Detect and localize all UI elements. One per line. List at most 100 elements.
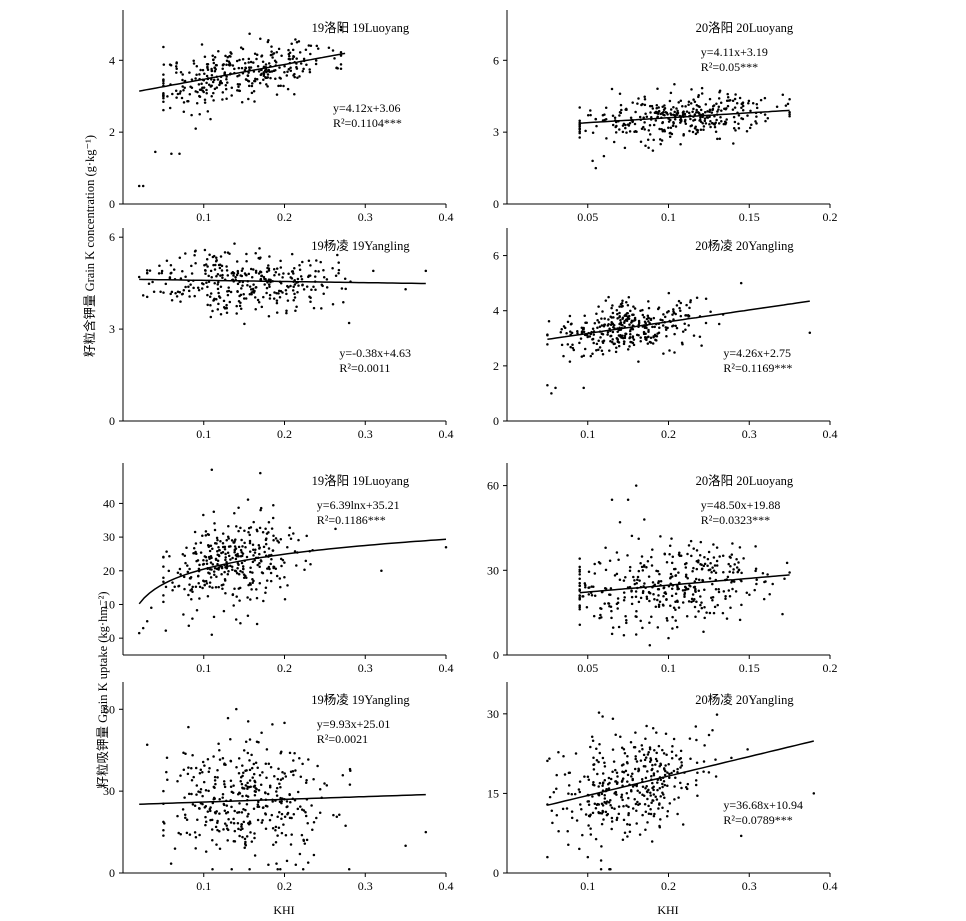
data-point (312, 306, 316, 310)
data-point (207, 274, 210, 278)
data-point (620, 793, 624, 796)
data-point (611, 770, 614, 774)
data-point (316, 47, 320, 50)
data-point (671, 124, 675, 127)
data-point (689, 299, 692, 302)
data-point (681, 601, 685, 604)
data-point (643, 103, 647, 107)
data-point (753, 588, 756, 592)
data-point (230, 867, 233, 871)
data-point (200, 287, 204, 290)
data-point (567, 843, 570, 846)
data-point (654, 605, 658, 608)
data-point (257, 272, 261, 275)
data-point (241, 786, 245, 790)
data-point (652, 785, 655, 789)
data-point (696, 771, 699, 774)
data-point (295, 41, 299, 44)
data-point (715, 559, 719, 563)
data-point (675, 625, 679, 629)
data-point (274, 829, 277, 832)
data-point (623, 340, 626, 343)
data-point (179, 277, 183, 280)
data-point (221, 796, 224, 799)
data-point (604, 810, 608, 814)
data-point (253, 551, 257, 554)
data-point (582, 354, 586, 357)
data-point (262, 275, 266, 279)
data-point (638, 802, 641, 806)
data-point (695, 296, 699, 299)
data-point (236, 554, 240, 558)
data-point (277, 826, 281, 829)
data-point (248, 541, 252, 545)
data-point (672, 737, 676, 741)
data-point (584, 583, 587, 587)
data-point (287, 534, 291, 537)
data-point (204, 534, 208, 537)
data-point (290, 816, 293, 820)
data-point (265, 286, 269, 290)
data-point (285, 74, 289, 77)
data-point (209, 117, 212, 121)
data-point (633, 122, 637, 126)
data-point (702, 128, 705, 132)
data-point (693, 118, 697, 122)
data-point (709, 119, 712, 123)
data-point (659, 778, 663, 782)
data-point (626, 835, 629, 838)
data-point (254, 790, 257, 794)
data-point (303, 568, 306, 572)
data-point (214, 260, 218, 263)
data-point (195, 609, 199, 612)
data-point (732, 126, 736, 130)
r-squared: R²=0.0011 (339, 361, 390, 375)
data-point (622, 579, 626, 582)
data-point (193, 831, 197, 834)
data-point (264, 762, 268, 765)
data-point (647, 306, 651, 310)
data-point (220, 264, 224, 268)
data-point (812, 792, 816, 795)
data-point (656, 87, 659, 90)
data-point (578, 623, 582, 627)
data-point (622, 591, 626, 594)
data-point (208, 766, 211, 770)
data-point (293, 92, 296, 96)
data-point (626, 754, 629, 758)
data-point (238, 58, 241, 62)
data-point (647, 804, 650, 808)
data-point (596, 772, 599, 776)
data-point (224, 556, 227, 559)
data-point (213, 69, 217, 73)
data-point (260, 274, 264, 277)
data-point (709, 561, 712, 565)
data-point (631, 120, 634, 124)
data-point (282, 84, 285, 88)
data-point (609, 777, 613, 781)
data-point (651, 342, 655, 345)
data-point (739, 281, 743, 285)
data-point (302, 67, 305, 71)
data-point (623, 831, 627, 834)
data-point (706, 564, 709, 568)
data-point (223, 783, 226, 786)
data-point (628, 121, 632, 125)
data-point (239, 526, 242, 530)
data-point (704, 122, 708, 125)
data-point (616, 312, 619, 316)
data-point (254, 761, 258, 765)
data-point (696, 130, 699, 134)
data-point (714, 121, 717, 125)
data-point (221, 756, 225, 760)
data-point (642, 753, 646, 757)
data-point (185, 818, 189, 821)
data-point (217, 281, 220, 284)
data-point (259, 471, 262, 475)
data-point (633, 582, 637, 586)
data-point (235, 571, 239, 575)
data-point (705, 611, 708, 614)
